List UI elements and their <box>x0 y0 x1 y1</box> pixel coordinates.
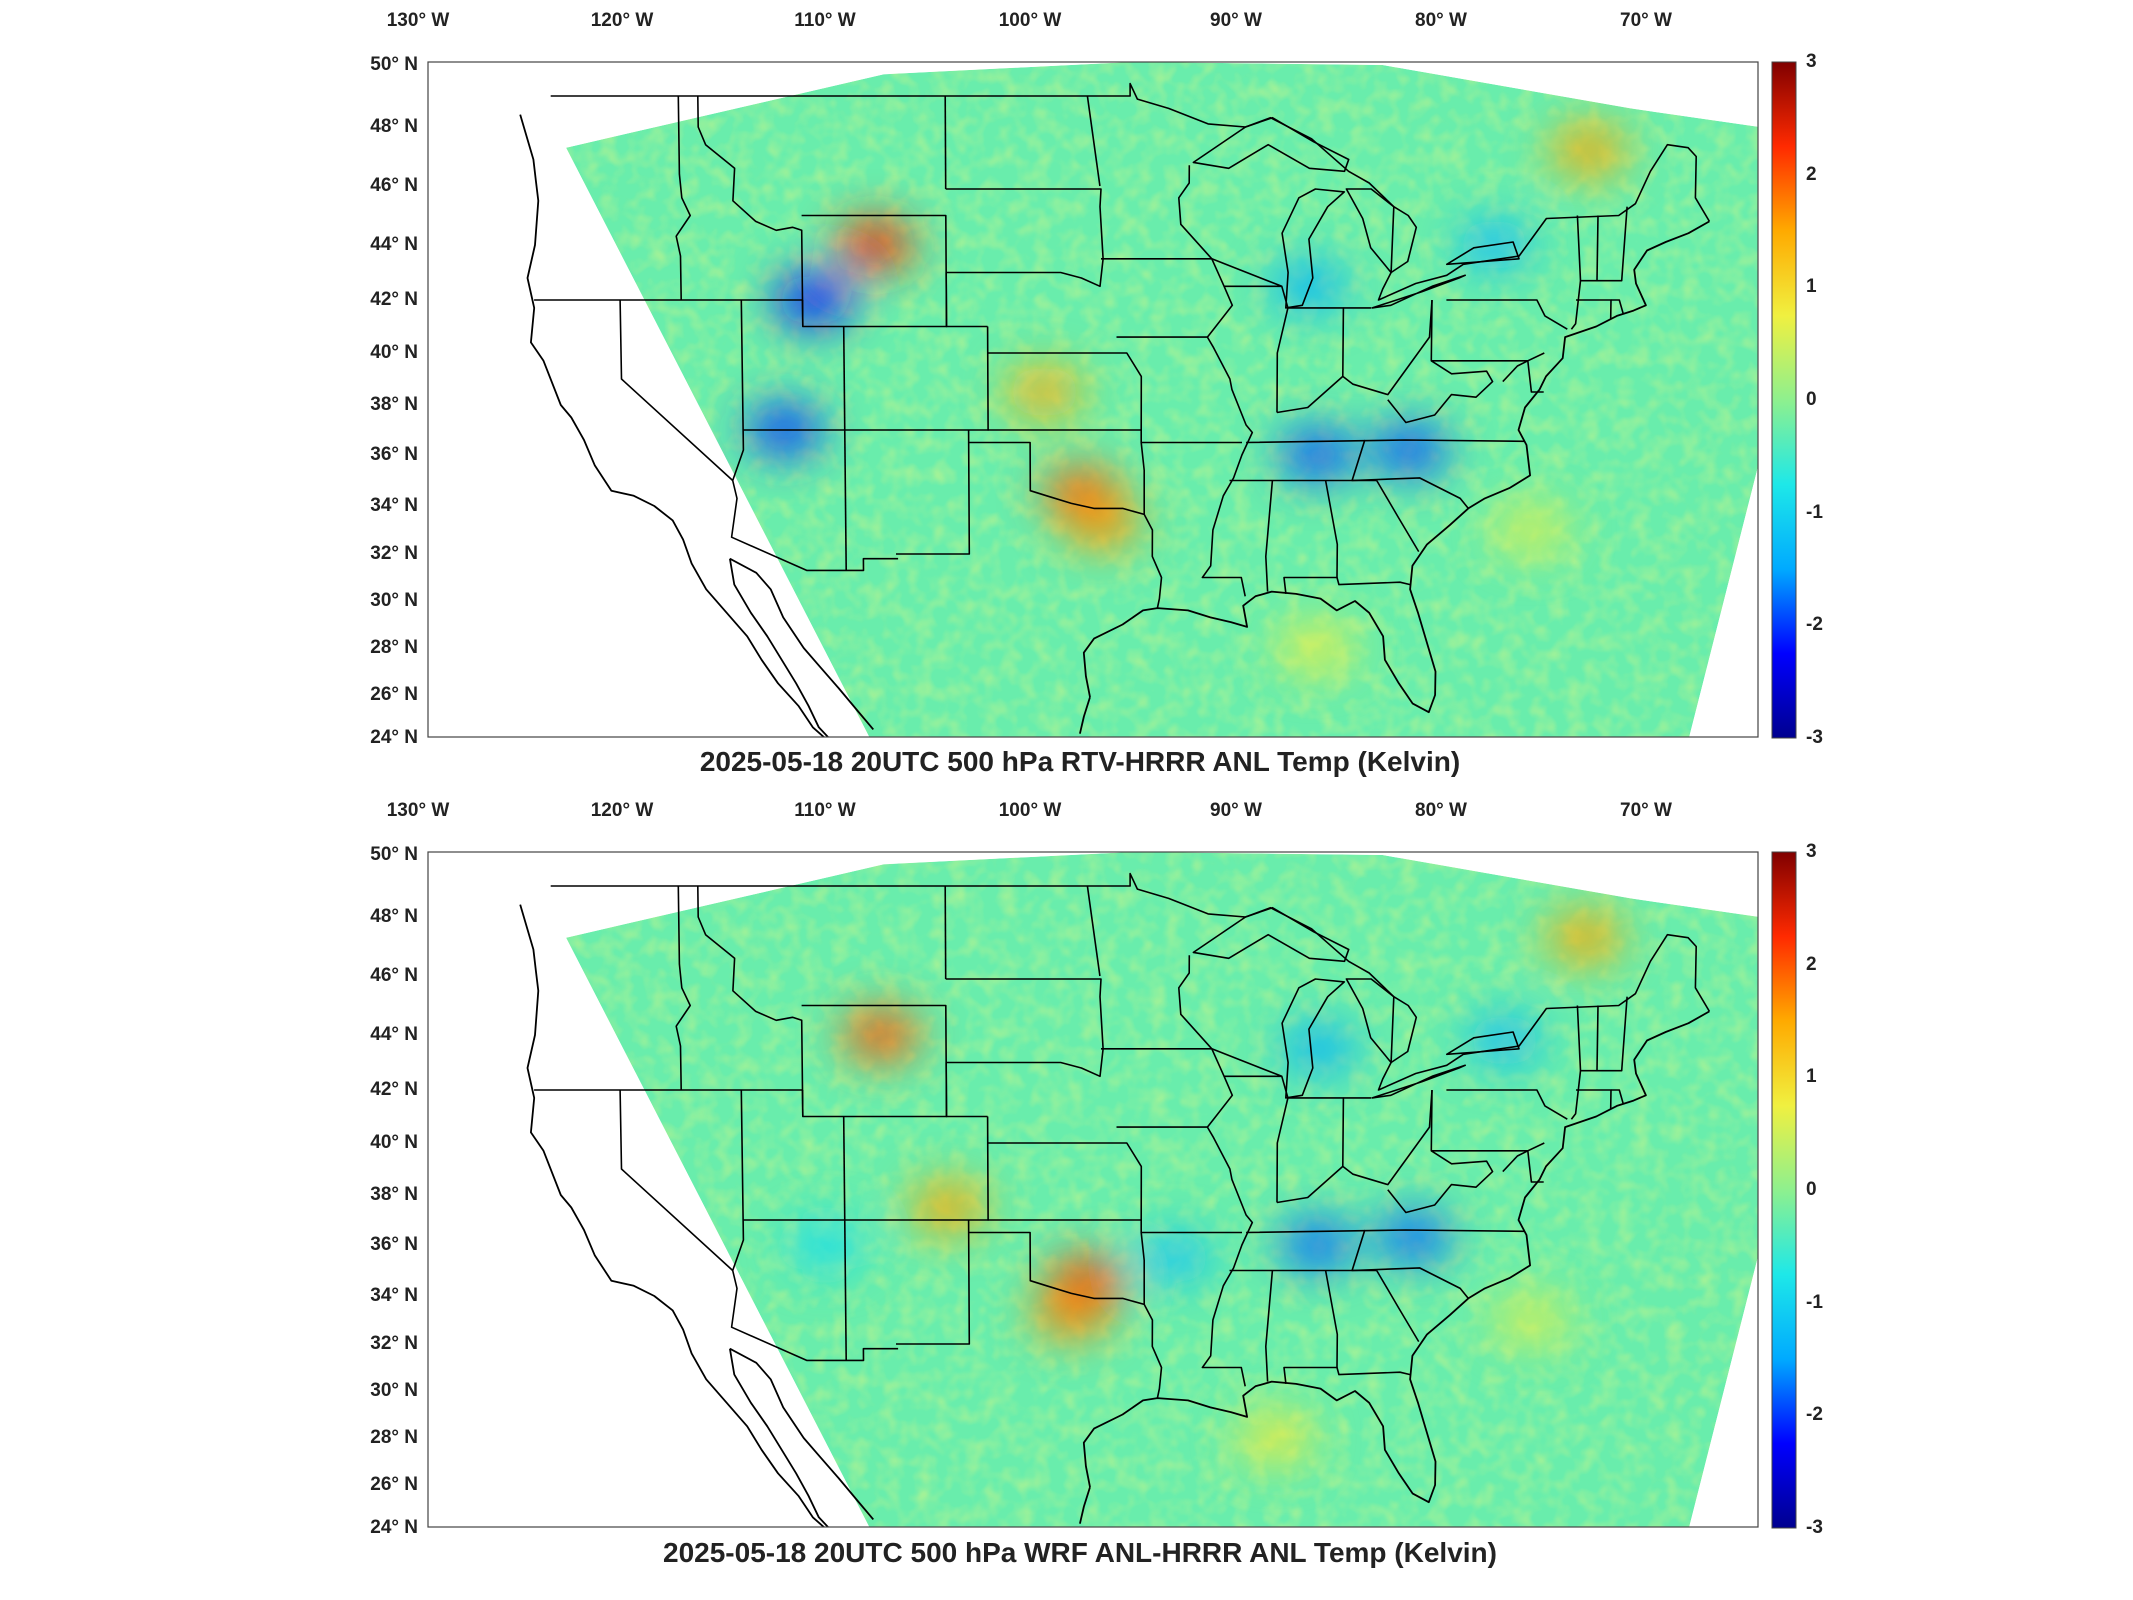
anomaly-hotspot <box>1237 1412 1314 1464</box>
map-frame <box>427 851 1759 1528</box>
top-boundaries <box>519 82 1711 737</box>
longitude-tick-label: 90° W <box>1210 800 1262 821</box>
colorbar <box>1771 851 1797 1529</box>
latitude-tick-label: 24° N <box>370 1517 418 1538</box>
anomaly-hotspot <box>910 1181 987 1234</box>
latitude-tick-label: 28° N <box>370 1427 418 1448</box>
colorbar-tick-label: 2 <box>1806 163 1817 185</box>
anomaly-hotspot <box>1033 1286 1110 1339</box>
longitude-tick-label: 120° W <box>590 800 654 821</box>
longitude-tick-label: 80° W <box>1415 800 1467 821</box>
anomaly-hotspot <box>1371 424 1448 476</box>
bottom-map-panel: 130° W 120° W 110° W 100° W 90° W 80° W 70° W … <box>0 790 2133 1590</box>
anomaly-hotspot <box>836 219 913 271</box>
latitude-tick-label: 36° N <box>370 1234 418 1255</box>
latitude-tick-label: 38° N <box>370 394 418 415</box>
longitude-tick-label: 110° W <box>794 800 856 821</box>
longitude-tick-label: 120° W <box>590 10 654 31</box>
longitude-tick-label: 90° W <box>1210 10 1262 31</box>
longitude-tick-label: 70° W <box>1620 10 1672 31</box>
colorbar-tick-label: -2 <box>1806 1404 1823 1426</box>
anomaly-hotspot <box>1550 124 1627 177</box>
colorbar-tick-label: -3 <box>1806 727 1823 748</box>
bottom-panel-title: 2025-05-18 20UTC 500 hPa WRF ANL-HRRR AN… <box>663 1537 1497 1568</box>
latitude-tick-label: 26° N <box>370 1474 418 1495</box>
top-map-panel: 130° W 120° W 110° W 100° W 90° W 80° W 70° W … <box>370 10 1823 777</box>
colorbar-tick-label: 0 <box>1806 389 1817 410</box>
colorbar-tick-label: 3 <box>1806 51 1817 72</box>
latitude-tick-label: 50° N <box>370 844 418 865</box>
anomaly-hotspot <box>775 274 852 326</box>
longitude-tick-label: 130° W <box>386 800 450 821</box>
latitude-tick-label: 48° N <box>370 116 418 137</box>
longitude-tick-label: 100° W <box>998 800 1062 821</box>
latitude-tick-label: 26° N <box>370 684 418 705</box>
latitude-tick-label: 48° N <box>370 906 418 927</box>
anomaly-hotspot <box>1278 622 1354 674</box>
latitude-tick-label: 38° N <box>370 1184 418 1205</box>
longitude-tick-label: 110° W <box>794 10 856 31</box>
colorbar-tick-label: 0 <box>1806 1179 1817 1200</box>
latitude-tick-label: 32° N <box>370 543 418 564</box>
colorbar-tick-label: 3 <box>1806 841 1817 862</box>
colorbar-tick-label: -1 <box>1806 501 1823 523</box>
colorbar <box>1771 61 1797 739</box>
latitude-tick-label: 30° N <box>370 1380 418 1401</box>
longitude-tick-label: 70° W <box>1620 800 1672 821</box>
latitude-tick-label: 50° N <box>370 54 418 75</box>
latitude-tick-label: 42° N <box>370 1079 418 1100</box>
anomaly-hotspot <box>1493 1294 1570 1346</box>
longitude-tick-label: 100° W <box>998 10 1062 31</box>
anomaly-hotspot <box>1270 260 1347 313</box>
latitude-tick-label: 44° N <box>370 234 418 255</box>
colorbar-tick-label: 1 <box>1806 1066 1817 1088</box>
latitude-tick-label: 40° N <box>370 1132 418 1153</box>
anomaly-hotspot <box>1466 1014 1543 1067</box>
colorbar-tick-label: -3 <box>1806 1517 1823 1538</box>
top-temperature-field <box>566 62 1758 737</box>
top-panel-title: 2025-05-18 20UTC 500 hPa RTV-HRRR ANL Te… <box>699 746 1461 777</box>
latitude-tick-label: 34° N <box>370 495 418 516</box>
bottom-temperature-field <box>566 852 1758 1527</box>
anomaly-hotspot <box>787 1219 864 1271</box>
bottom-map-canvas <box>427 851 1797 1529</box>
anomaly-hotspot <box>1006 366 1083 418</box>
anomaly-hotspot <box>1279 1219 1356 1271</box>
anomaly-hotspot <box>1281 1022 1358 1075</box>
latitude-tick-label: 28° N <box>370 637 418 658</box>
latitude-tick-label: 40° N <box>370 342 418 363</box>
latitude-tick-label: 32° N <box>370 1333 418 1354</box>
colorbar-tick-label: -2 <box>1806 614 1823 636</box>
top-map-canvas <box>427 61 1797 739</box>
colorbar-tick-label: -1 <box>1806 1291 1823 1313</box>
latitude-tick-label: 46° N <box>370 965 418 986</box>
latitude-tick-label: 36° N <box>370 444 418 465</box>
anomaly-hotspot <box>1279 429 1356 481</box>
latitude-tick-label: 30° N <box>370 590 418 611</box>
anomaly-hotspot <box>1136 1231 1212 1284</box>
anomaly-hotspot <box>843 1009 920 1061</box>
latitude-tick-label: 46° N <box>370 175 418 196</box>
latitude-tick-label: 24° N <box>370 727 418 748</box>
anomaly-hotspot <box>1493 504 1570 556</box>
colorbar-tick-label: 1 <box>1806 276 1817 298</box>
latitude-tick-label: 34° N <box>370 1285 418 1306</box>
anomaly-hotspot <box>1375 1211 1452 1264</box>
colorbar-tick-label: 2 <box>1806 953 1817 975</box>
bottom-boundaries <box>519 872 1711 1527</box>
map-frame <box>427 61 1759 738</box>
latitude-tick-label: 42° N <box>370 289 418 310</box>
longitude-tick-label: 130° W <box>386 10 450 31</box>
latitude-tick-label: 44° N <box>370 1024 418 1045</box>
longitude-tick-label: 80° W <box>1415 10 1467 31</box>
anomaly-hotspot <box>1064 496 1141 549</box>
anomaly-hotspot <box>1546 911 1623 964</box>
